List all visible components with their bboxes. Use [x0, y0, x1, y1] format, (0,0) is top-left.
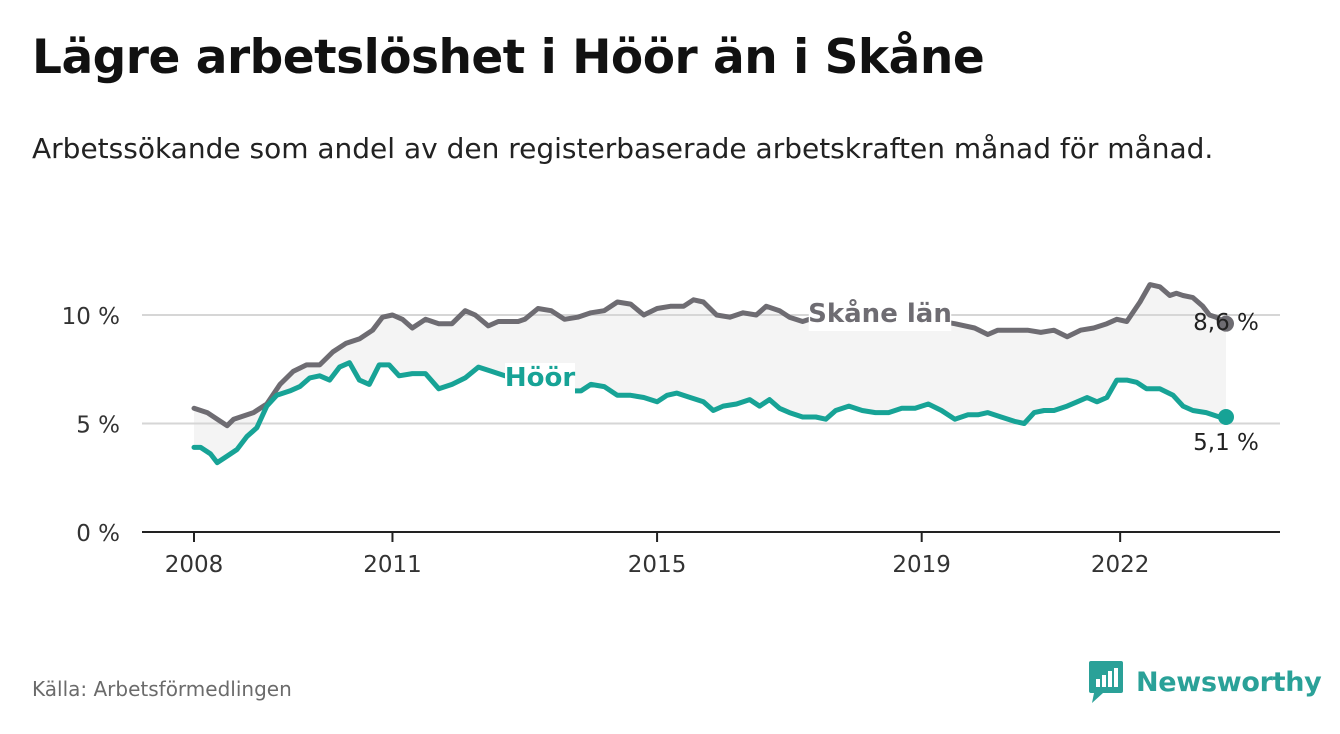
y-tick-label: 5 %	[76, 413, 120, 439]
x-axis: 2008 2011 2015 2019 2022	[142, 531, 1280, 578]
x-tick-label: 2011	[363, 552, 422, 578]
x-tick-label: 2015	[628, 552, 687, 578]
end-label-hoor: 5,1 %	[1193, 430, 1259, 456]
gridlines	[142, 314, 1280, 425]
series-label-skane: Skåne län	[808, 297, 952, 329]
endpoint-hoor	[1218, 408, 1234, 425]
series-label-skane-group: Skåne län	[808, 297, 952, 331]
series-line-skane	[191, 282, 1229, 429]
series-labels: Skåne län Höör 8,6 % 5,1 %	[505, 297, 1259, 456]
end-label-skane: 8,6 %	[1193, 310, 1259, 336]
series-label-hoor: Höör	[505, 363, 575, 393]
x-tick-label: 2019	[892, 552, 951, 578]
chart-subtitle: Arbetssökande som andel av den registerb…	[32, 132, 1214, 165]
line-chart: 2008 2011 2015 2019 2022 0 % 5 % 10 % Skåne lä…	[62, 282, 1280, 578]
series-line-hoor	[191, 360, 1229, 466]
y-axis: 0 % 5 % 10 %	[62, 304, 120, 547]
newsworthy-logo-text: Newsworthy	[1136, 666, 1322, 698]
y-tick-label: 10 %	[62, 304, 120, 330]
endpoint-skane	[1218, 315, 1234, 332]
y-tick-label: 0 %	[76, 521, 120, 547]
newsworthy-logo: Newsworthy	[1088, 660, 1322, 704]
series-label-hoor-bg	[505, 363, 575, 395]
x-tick-label: 2008	[165, 552, 224, 578]
chart-title: Lägre arbetslöshet i Höör än i Skåne	[32, 30, 985, 85]
series-label-skane-bg	[808, 299, 952, 331]
x-tick-label: 2022	[1091, 552, 1150, 578]
series-label-hoor-group: Höör	[505, 363, 575, 395]
newsworthy-logo-icon	[1089, 661, 1123, 703]
source-note: Källa: Arbetsförmedlingen	[32, 677, 292, 701]
series-lines	[191, 282, 1234, 466]
